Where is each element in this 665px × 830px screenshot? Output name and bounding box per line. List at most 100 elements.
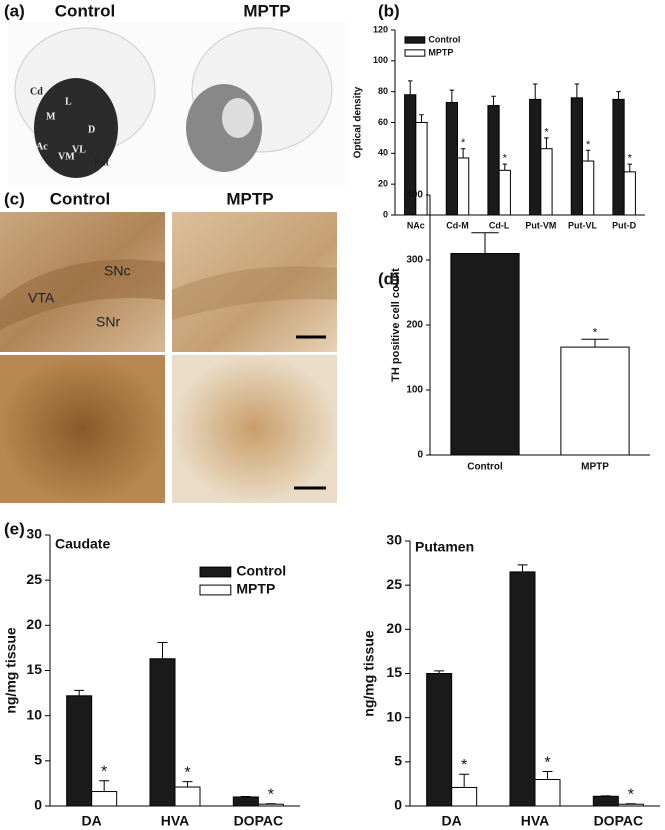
y-tick-label: 10 — [386, 708, 402, 724]
bar — [560, 346, 630, 456]
y-axis-label: ng/mg tissue — [3, 627, 19, 714]
error-bar — [449, 89, 455, 103]
error-bar — [532, 83, 538, 100]
error-bar — [460, 148, 466, 158]
region-label: SNc — [104, 263, 130, 279]
y-tick-label: 80 — [378, 86, 388, 96]
error-bar — [99, 780, 110, 792]
legend-label: Control — [428, 34, 460, 44]
panel-label: (c) — [4, 189, 25, 208]
y-tick-label: 0 — [417, 450, 423, 461]
y-tick-label: 30 — [26, 526, 42, 542]
significance-mark: * — [503, 153, 508, 165]
legend-swatch — [404, 36, 426, 44]
error-bar — [502, 163, 508, 171]
region-label: Put — [94, 157, 110, 168]
significance-mark: * — [268, 787, 274, 804]
x-tick-label: Cd-L — [489, 220, 510, 230]
y-tick-label: 60 — [378, 117, 388, 127]
error-bar — [407, 80, 413, 95]
x-tick-label: DOPAC — [234, 813, 284, 829]
bar — [617, 803, 644, 807]
error-bar — [182, 781, 193, 788]
region-label: Ac — [36, 141, 48, 152]
x-tick-label: DOPAC — [594, 813, 644, 829]
x-tick-label: DA — [82, 813, 102, 829]
column-title: MPTP — [226, 189, 273, 208]
chart-title: Caudate — [55, 536, 110, 552]
y-axis-label: TH positive cell count — [390, 268, 402, 382]
error-bar — [434, 670, 445, 674]
significance-mark: * — [184, 764, 190, 781]
micrograph-band — [0, 259, 165, 330]
x-tick-label: Control — [467, 462, 503, 473]
bar — [612, 98, 625, 216]
legend-label: MPTP — [236, 581, 275, 597]
region-label: VTA — [28, 290, 55, 306]
bar — [91, 791, 118, 807]
bar — [232, 796, 259, 807]
x-tick-label: DA — [442, 813, 462, 829]
panel-label: (b) — [378, 1, 400, 20]
error-bar — [542, 771, 553, 780]
error-bar — [491, 95, 496, 106]
bar — [540, 148, 553, 216]
significance-mark: * — [544, 126, 549, 138]
significance-mark: * — [544, 754, 550, 771]
y-tick-label: 25 — [386, 576, 402, 592]
legend-label: MPTP — [428, 47, 453, 57]
bar — [592, 795, 619, 807]
panel-label: (d) — [378, 269, 400, 288]
error-bar — [471, 232, 499, 254]
striatum — [222, 98, 254, 138]
legend-swatch — [404, 49, 426, 57]
bar — [623, 171, 636, 216]
error-bar — [74, 689, 85, 696]
y-tick-label: 30 — [386, 532, 402, 548]
x-tick-label: Put-D — [612, 220, 636, 230]
y-tick-label: 0 — [383, 209, 388, 219]
bar — [415, 122, 428, 216]
y-tick-label: 20 — [378, 179, 388, 189]
y-tick-label: 0 — [394, 797, 402, 813]
region-label: L — [65, 96, 72, 107]
y-tick-label: 20 — [26, 616, 42, 632]
region-label: Cd — [30, 86, 43, 97]
error-bar — [585, 149, 591, 162]
chart-title: Putamen — [415, 539, 474, 555]
bar — [534, 779, 561, 807]
y-tick-label: 120 — [373, 24, 388, 34]
bar — [66, 695, 93, 807]
y-tick-label: 10 — [26, 706, 42, 722]
column-title: Control — [55, 1, 115, 20]
significance-mark: * — [586, 139, 591, 151]
error-bar — [419, 114, 424, 123]
region-label: D — [88, 124, 95, 135]
bar — [445, 101, 458, 216]
bar — [509, 571, 536, 807]
bar — [174, 786, 201, 807]
bar — [498, 169, 511, 216]
micrograph — [172, 212, 337, 352]
error-bar — [517, 564, 528, 572]
significance-mark: * — [101, 764, 107, 781]
legend-swatch — [199, 584, 232, 596]
bar — [149, 658, 176, 807]
panel-label: (e) — [4, 519, 25, 538]
y-tick-label: 20 — [386, 620, 402, 636]
significance-mark: * — [628, 153, 633, 165]
error-bar — [544, 137, 549, 149]
x-tick-label: NAc — [407, 220, 425, 230]
panel-label: (a) — [4, 1, 25, 20]
error-bar — [581, 338, 609, 348]
x-tick-label: MPTP — [581, 462, 609, 473]
significance-mark: * — [628, 787, 634, 804]
significance-mark: * — [593, 325, 598, 339]
bar — [570, 97, 583, 216]
error-bar — [616, 91, 621, 100]
striatum — [34, 78, 118, 178]
x-tick-label: Put-VM — [525, 220, 556, 230]
y-tick-label: 15 — [26, 661, 42, 677]
x-tick-label: Put-VL — [568, 220, 597, 230]
